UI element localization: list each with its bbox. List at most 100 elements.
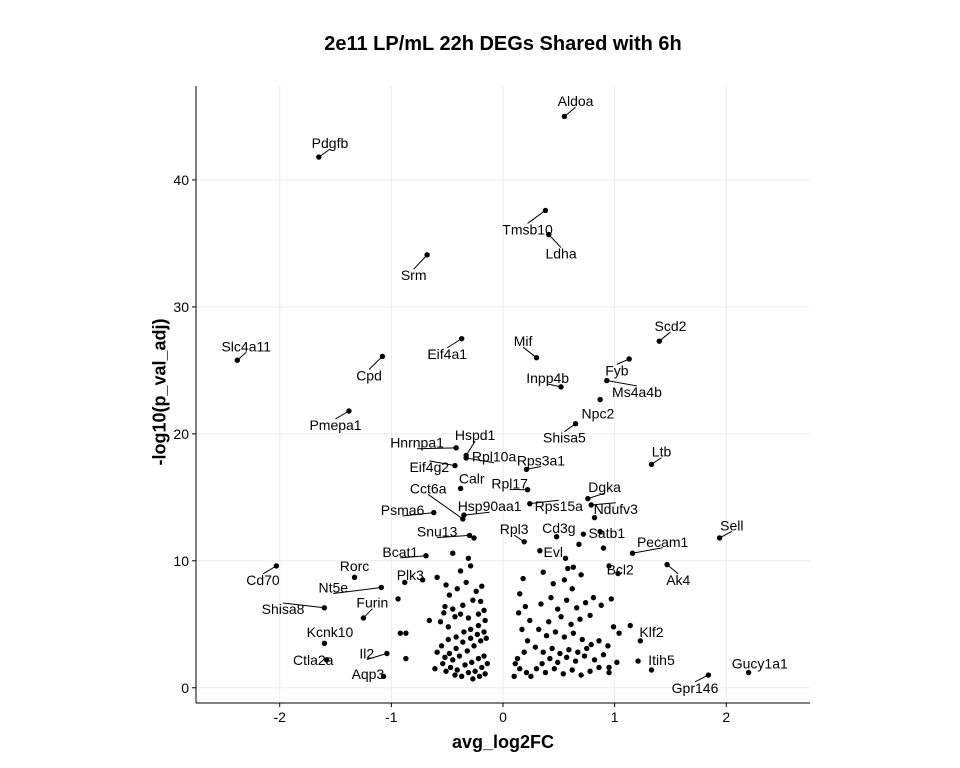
data-point-labeled (527, 500, 533, 507)
data-point-labeled (234, 357, 241, 363)
data-point-labeled (351, 574, 358, 581)
label-leader-line (527, 210, 546, 224)
data-point (523, 669, 530, 676)
data-point (432, 666, 438, 672)
data-point (587, 668, 593, 674)
x-tick-label: 0 (499, 709, 507, 725)
data-point (437, 619, 444, 625)
data-point (548, 594, 554, 601)
point-label: Rpl17 (491, 475, 528, 491)
data-point-labeled (461, 512, 467, 518)
data-point (477, 638, 484, 644)
data-point (454, 586, 460, 592)
data-point (558, 613, 564, 620)
point-label: Ak4 (666, 572, 690, 588)
label-leader-line (368, 356, 383, 370)
data-point (476, 673, 483, 680)
data-point (600, 545, 607, 551)
data-point (552, 629, 559, 635)
data-point-labeled (521, 539, 527, 545)
data-point (576, 541, 582, 548)
data-point (477, 598, 484, 605)
data-point-labeled (457, 485, 464, 492)
data-point (606, 669, 612, 676)
label-leader-line (437, 534, 470, 539)
data-point (522, 603, 529, 610)
data-point (467, 635, 474, 641)
data-point (635, 658, 641, 664)
data-point (464, 648, 470, 654)
point-label: Rpl10a (472, 449, 517, 465)
data-point-labeled (597, 528, 603, 535)
data-point-labeled (453, 445, 459, 451)
data-point (403, 630, 409, 636)
data-point-labeled (533, 354, 540, 361)
data-point (627, 622, 633, 629)
data-point (447, 664, 454, 671)
data-point (600, 652, 607, 658)
data-point (446, 592, 453, 598)
data-point (442, 654, 448, 660)
data-point (566, 646, 572, 653)
data-point-labeled (537, 547, 543, 554)
data-point (469, 659, 475, 666)
y-tick-label: 0 (181, 680, 189, 696)
point-label: Klf2 (639, 624, 663, 640)
data-point (533, 666, 540, 672)
data-point (563, 654, 570, 660)
data-point (512, 660, 518, 667)
data-point (578, 572, 584, 578)
point-label: Rorc (340, 558, 370, 574)
data-point (460, 602, 466, 608)
data-point (561, 577, 568, 583)
data-point (443, 668, 449, 674)
y-tick-label: 20 (173, 426, 189, 442)
data-point-labeled (656, 338, 662, 344)
point-label: Ctla2a (293, 652, 334, 668)
x-tick-label: 1 (611, 709, 619, 725)
data-point (450, 550, 456, 556)
data-point (528, 673, 534, 680)
data-point (471, 643, 477, 649)
point-label: Ldha (545, 246, 576, 262)
data-point (596, 664, 602, 671)
data-point (479, 583, 485, 589)
data-point (524, 638, 531, 644)
point-label: Slc4a11 (221, 338, 271, 354)
point-label: Ms4a4b (612, 384, 662, 400)
data-point-labeled (321, 640, 328, 647)
point-label: Rps3a1 (517, 453, 565, 469)
data-point (550, 580, 556, 587)
data-point (519, 626, 525, 633)
label-leader-line (402, 512, 434, 517)
point-label: Hspd1 (455, 427, 496, 443)
data-point-labeled (346, 408, 352, 414)
point-label: Cpd (356, 367, 382, 383)
data-point (551, 666, 558, 672)
data-point (441, 610, 447, 616)
data-point (442, 603, 448, 610)
data-point-labeled (402, 579, 408, 586)
data-point-labeled (606, 563, 612, 569)
label-leader-line (427, 494, 464, 520)
data-point-labeled (423, 553, 429, 559)
point-label: Eif4g2 (409, 459, 449, 475)
data-point (475, 622, 482, 629)
data-point (577, 616, 583, 622)
data-point (539, 660, 545, 667)
data-point (483, 635, 489, 641)
data-point (458, 673, 465, 680)
data-point (578, 672, 584, 678)
data-point-labeled (648, 667, 655, 673)
data-point (587, 612, 593, 619)
data-point-labeled (553, 533, 560, 540)
data-point (573, 605, 580, 611)
data-point-labeled (466, 532, 473, 539)
data-point (426, 617, 433, 624)
data-point (471, 535, 477, 541)
data-point (605, 643, 611, 649)
label-leader-line (366, 653, 388, 660)
y-axis-label: -log10(p_val_adj) (149, 318, 170, 466)
